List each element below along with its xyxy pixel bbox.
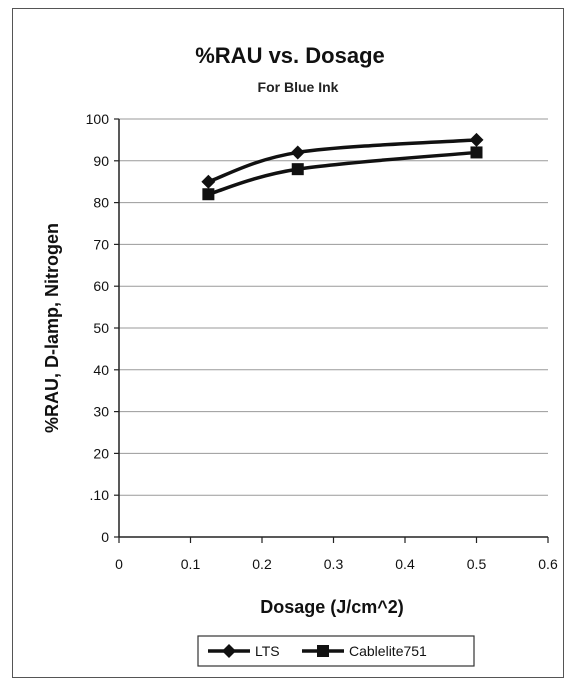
x-tick-label: 0.4 xyxy=(395,556,415,572)
legend: LTS Cablelite751 xyxy=(197,635,475,667)
plot-area: 0 .10 20 30 40 50 60 70 80 90 100 0 0.1 0.2 0.3 0.4 0.5 0… xyxy=(86,111,558,572)
chart-title: %RAU vs. Dosage xyxy=(195,43,385,68)
x-tick-label: 0 xyxy=(115,556,123,572)
legend-label: Cablelite751 xyxy=(349,643,427,659)
x-tick-label: 0.2 xyxy=(252,556,272,572)
x-axis-label: Dosage (J/cm^2) xyxy=(260,597,404,617)
x-tick-label: 0.1 xyxy=(181,556,201,572)
y-tick-label: 30 xyxy=(93,404,109,420)
chart-frame xyxy=(12,8,564,678)
y-tick-label: .10 xyxy=(90,487,110,503)
data-point-0 xyxy=(201,174,216,189)
y-tick-label: 100 xyxy=(86,111,110,127)
x-tick-label: 0.6 xyxy=(538,556,558,572)
data-point-1 xyxy=(291,163,304,176)
legend-marker xyxy=(317,645,329,657)
y-tick-label: 90 xyxy=(93,153,109,169)
x-tick-label: 0.5 xyxy=(467,556,487,572)
chart-subtitle: For Blue Ink xyxy=(258,79,339,95)
data-point-1 xyxy=(202,188,215,201)
data-point-0 xyxy=(469,132,484,147)
y-tick-label: 0 xyxy=(101,529,109,545)
y-tick-label: 20 xyxy=(93,445,109,461)
y-axis-label: %RAU, D-lamp, Nitrogen xyxy=(42,223,62,433)
series-line-1 xyxy=(207,150,477,196)
y-tick-label: 40 xyxy=(93,362,109,378)
legend-marker xyxy=(222,644,236,658)
legend-label: LTS xyxy=(255,643,280,659)
data-point-0 xyxy=(290,145,305,160)
x-tick-label: 0.3 xyxy=(324,556,344,572)
y-tick-label: 60 xyxy=(93,278,109,294)
data-point-1 xyxy=(470,146,483,159)
y-tick-label: 80 xyxy=(93,195,109,211)
y-tick-label: 50 xyxy=(93,320,109,336)
series-line-0 xyxy=(207,138,477,184)
y-tick-label: 70 xyxy=(93,236,109,252)
